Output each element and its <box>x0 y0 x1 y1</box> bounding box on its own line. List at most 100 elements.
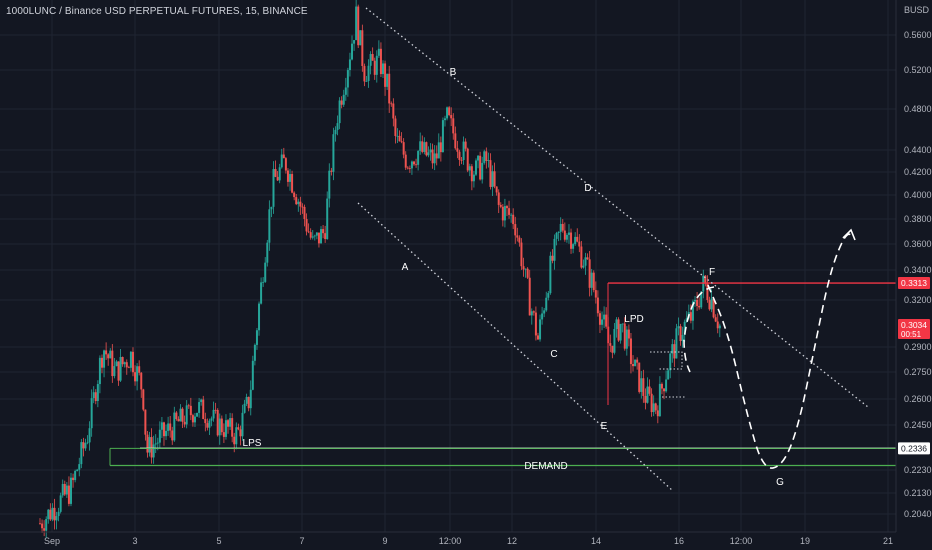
candle-body <box>187 405 190 407</box>
candle-body <box>373 60 376 75</box>
candle-body <box>111 350 114 377</box>
candle-body <box>227 420 230 427</box>
candle-body <box>51 507 54 520</box>
candle-body <box>634 359 637 367</box>
candle-body <box>454 133 457 149</box>
candle-body <box>386 73 389 87</box>
candle-body <box>74 470 77 481</box>
candle-body <box>435 153 438 159</box>
candle-body <box>419 141 422 151</box>
annotation-lpd: LPD <box>624 314 643 325</box>
candle-body <box>667 370 670 380</box>
candle-body <box>404 154 407 168</box>
candle-body <box>671 344 674 354</box>
candle-body <box>369 54 372 66</box>
range-box <box>650 351 683 370</box>
candle-body <box>384 63 387 87</box>
candle-body <box>551 255 554 261</box>
candle-body <box>402 142 405 155</box>
candle-body <box>429 149 432 153</box>
candle-body <box>518 237 521 243</box>
candle-body <box>198 402 201 413</box>
price-badge-label: 0.3313 <box>901 278 927 288</box>
candle-body <box>206 423 209 428</box>
candle-body <box>237 427 240 430</box>
candle-body <box>700 291 703 308</box>
candle-body <box>396 135 399 137</box>
candle-body <box>340 100 343 105</box>
candle-body <box>109 350 112 359</box>
candle-body <box>43 528 46 531</box>
candle-body <box>249 389 252 409</box>
x-tick-label: 5 <box>216 536 221 546</box>
candle-body <box>344 87 347 95</box>
candle-body <box>557 231 560 234</box>
y-tick-label: 0.2130 <box>904 488 932 498</box>
x-tick-label: 12:00 <box>730 536 753 546</box>
y-tick-label: 0.2040 <box>904 509 932 519</box>
candle-body <box>598 313 601 325</box>
candle-body <box>119 357 122 381</box>
candle-body <box>565 234 568 240</box>
candle-body <box>156 442 159 444</box>
candle-body <box>708 300 711 310</box>
candle-body <box>84 443 87 449</box>
candle-body <box>324 233 327 240</box>
candle-body <box>460 159 463 161</box>
candle-body <box>398 135 401 142</box>
candle-body <box>167 423 170 431</box>
y-tick-label: 0.2230 <box>904 465 932 475</box>
candle-body <box>152 444 155 458</box>
candle-body <box>483 151 486 163</box>
candle-body <box>520 242 523 267</box>
candle-body <box>326 198 329 240</box>
candle-body <box>45 519 48 531</box>
candle-body <box>222 432 225 437</box>
candle-body <box>165 430 168 437</box>
candle-body <box>443 118 446 121</box>
candle-body <box>342 94 345 105</box>
candle-body <box>683 321 686 335</box>
candle-body <box>439 142 442 153</box>
candle-body <box>415 164 418 166</box>
candle-body <box>175 412 178 420</box>
candle-body <box>247 396 250 409</box>
candle-body <box>677 326 680 329</box>
candle-body <box>63 483 66 495</box>
candle-body <box>86 442 89 444</box>
candle-body <box>359 30 362 46</box>
price-badge-label: 0.2336 <box>901 443 927 453</box>
candle-body <box>663 388 666 392</box>
candle-body <box>412 161 415 165</box>
candle-body <box>379 48 382 75</box>
candle-body <box>96 384 99 402</box>
candle-body <box>160 422 163 430</box>
candle-body <box>258 303 261 331</box>
candle-body <box>572 244 575 249</box>
candle-body <box>351 43 354 60</box>
candle-body <box>305 218 308 232</box>
candle-body <box>100 357 103 368</box>
candle-body <box>183 421 186 425</box>
candle-body <box>623 323 626 349</box>
y-tick-label: 0.3800 <box>904 214 932 224</box>
candle-body <box>171 430 174 441</box>
candle-body <box>282 154 285 159</box>
candle-body <box>266 242 269 263</box>
candle-body <box>437 142 440 159</box>
candle-body <box>718 325 721 329</box>
candle-body <box>295 197 298 205</box>
candle-body <box>371 54 374 61</box>
candle-body <box>555 233 558 239</box>
annotation-b: B <box>450 67 457 78</box>
candle-body <box>150 437 153 458</box>
y-tick-label: 0.4200 <box>904 167 932 177</box>
candle-body <box>268 209 271 243</box>
candle-body <box>609 343 612 346</box>
candle-body <box>477 155 480 161</box>
candlestick-series <box>39 0 721 538</box>
candle-body <box>580 246 583 268</box>
x-tick-label: 12:00 <box>439 536 462 546</box>
candle-body <box>286 170 289 182</box>
